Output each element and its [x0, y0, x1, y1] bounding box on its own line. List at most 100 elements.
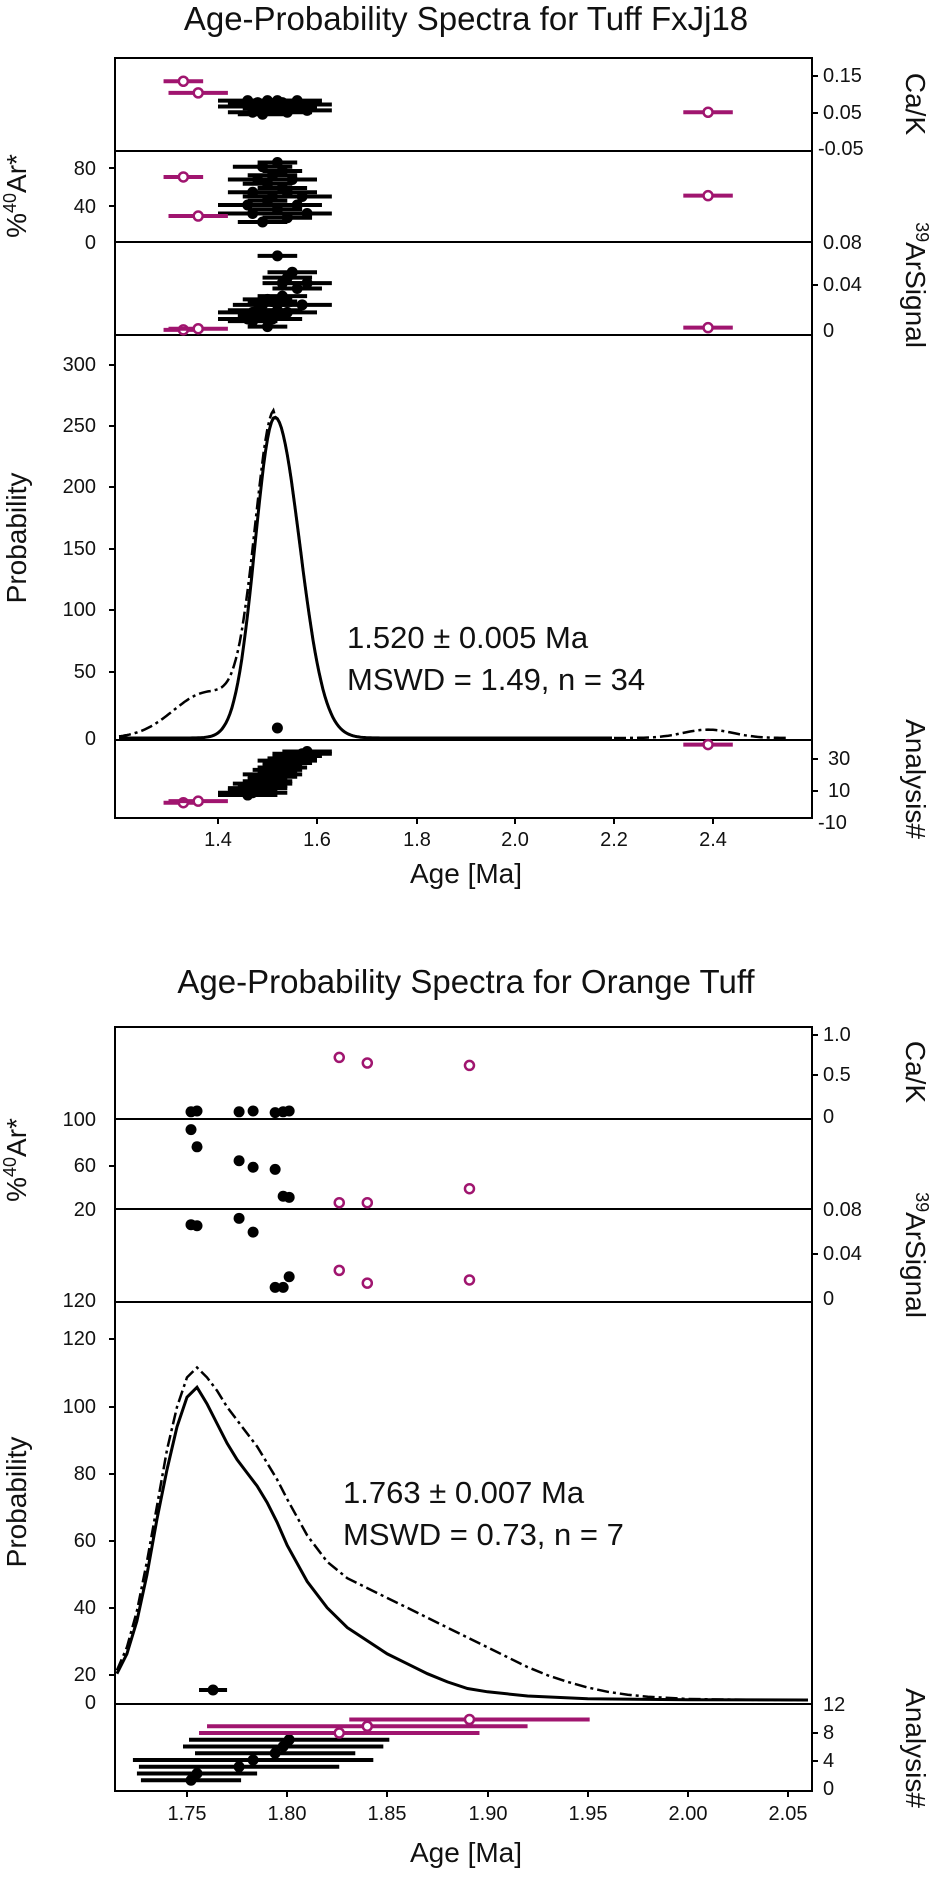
- cak-point: [301, 104, 313, 116]
- result-age: 1.763 ± 0.007 Ma: [343, 1475, 585, 1510]
- tick-label: 50: [74, 661, 96, 683]
- ar40-point: [185, 1124, 197, 1136]
- probability-curve-included: [119, 415, 612, 740]
- x-tick-label: 1.95: [569, 1803, 608, 1825]
- tick-label: 0.08: [823, 232, 862, 254]
- cak-point-excluded-open: [177, 75, 190, 87]
- x-tick-label: 1.8: [403, 829, 431, 851]
- x-tick-label: 1.90: [469, 1803, 508, 1825]
- ar39-point: [277, 1281, 289, 1293]
- x-tick-label: 1.80: [268, 1803, 307, 1825]
- ar39-axis-label: 39ArSignal: [900, 222, 932, 348]
- ar39-point: [269, 1281, 281, 1293]
- x-tick-label: 2.0: [501, 829, 529, 851]
- tick-label: 0.04: [823, 274, 862, 296]
- analysis-point: [247, 1754, 259, 1766]
- cak-point-excluded-open: [333, 1051, 346, 1064]
- ar40-point-excluded-open: [702, 189, 714, 202]
- tick-label: 0: [85, 1692, 96, 1714]
- cak-point: [269, 1107, 281, 1119]
- ar39-point: [283, 1271, 295, 1283]
- x-tick-label: 2.00: [669, 1803, 708, 1825]
- analysis-axis-label: Analysis#: [900, 719, 931, 839]
- analysis-point: [283, 1734, 295, 1746]
- chart-orange-tuff: Age-Probability Spectra for Orange Tuff …: [0, 963, 932, 1868]
- tick-label: 0: [85, 728, 96, 750]
- ar39-point: [247, 1226, 259, 1238]
- probability-curve-included: [115, 1384, 809, 1702]
- cak-axis-label: Ca/K: [900, 73, 931, 136]
- analysis-point: [233, 1761, 245, 1773]
- weighted-mean-marker: [207, 1684, 219, 1696]
- tick-label: 0: [85, 232, 96, 254]
- probability-axis-label: Probability: [1, 473, 32, 604]
- ar39-axis-label: 39ArSignal: [900, 1192, 932, 1318]
- cak-point-excluded-open: [361, 1057, 374, 1069]
- ar39-point-excluded-open: [333, 1264, 346, 1277]
- tick-label: 0.08: [823, 1199, 862, 1221]
- analysis-panel-frame: [114, 739, 813, 819]
- result-stats: MSWD = 0.73, n = 7: [343, 1517, 624, 1552]
- ar39-point: [301, 277, 313, 289]
- ar40-point-excluded-open: [361, 1196, 374, 1209]
- analysis-panel-frame: [114, 1703, 813, 1792]
- analysis-point-excluded-open: [333, 1727, 346, 1739]
- x-tick-label: 1.4: [204, 829, 232, 851]
- cak-point: [191, 1105, 203, 1117]
- tick-label: 0.05: [823, 102, 862, 124]
- tick-label: 300: [63, 354, 96, 376]
- ar40-point-excluded-open: [177, 171, 190, 183]
- chart-title: Age-Probability Spectra for Tuff FxJj18: [184, 0, 748, 37]
- ar40-point: [301, 208, 313, 219]
- ar40-panel-frame: [114, 1118, 813, 1210]
- probability-ticks: 120 120 100 80 60 40 20 0: [63, 1290, 115, 1714]
- tick-label: 0: [823, 1106, 834, 1128]
- ar40-point: [276, 165, 288, 177]
- analysis-ticks: 12 8 4 0: [812, 1694, 845, 1800]
- ar40-axis-label: %40Ar*: [0, 154, 32, 238]
- weighted-mean-marker: [271, 722, 283, 734]
- cak-ticks: 1.0 0.5 0: [812, 1024, 851, 1128]
- tick-label: 0.5: [823, 1064, 851, 1086]
- ar39-point-excluded-open: [463, 1274, 476, 1286]
- ar39-point: [233, 1212, 245, 1224]
- ar40-ticks: 100 60 20: [63, 1109, 115, 1221]
- tick-label: 120: [63, 1328, 96, 1350]
- analysis-point-excluded-open: [702, 738, 714, 751]
- ar40-point: [286, 174, 298, 185]
- x-axis-label: Age [Ma]: [410, 1837, 522, 1868]
- x-tick-label: 2.05: [769, 1803, 808, 1825]
- probability-curve-all: [115, 1365, 809, 1702]
- tick-label: 250: [63, 415, 96, 437]
- ar39-ticks: 0.08 0.04 0: [812, 232, 862, 342]
- tick-label: 40: [74, 196, 96, 218]
- tick-label: 120: [63, 1290, 96, 1312]
- cak-axis-label: Ca/K: [900, 1041, 931, 1104]
- tick-label: 100: [63, 599, 96, 621]
- cak-panel-frame: [114, 1026, 813, 1120]
- x-tick-label: 1.75: [168, 1803, 207, 1825]
- result-age: 1.520 ± 0.005 Ma: [347, 620, 589, 655]
- chart-title: Age-Probability Spectra for Orange Tuff: [177, 963, 755, 1000]
- ar39-point: [286, 266, 298, 278]
- analysis-axis-label: Analysis#: [900, 1688, 931, 1808]
- analysis-point: [269, 1747, 281, 1759]
- tick-label: 8: [823, 1722, 834, 1744]
- ar40-point-excluded-open: [192, 210, 204, 222]
- tick-label: 60: [74, 1155, 96, 1177]
- tick-label: 0: [823, 320, 834, 342]
- tick-label: 0.15: [823, 65, 862, 87]
- tick-label: 150: [63, 538, 96, 560]
- analysis-point: [191, 1768, 203, 1779]
- analysis-point-excluded-open: [361, 1720, 374, 1732]
- ar40-point: [269, 1163, 281, 1175]
- ar39-point: [291, 283, 303, 294]
- ar40-point: [296, 191, 308, 202]
- ar40-point: [191, 1141, 203, 1153]
- ar39-point-excluded-open: [361, 1277, 374, 1289]
- analysis-ticks: 30 10 -10: [812, 748, 850, 834]
- ar39-point: [276, 290, 288, 302]
- cak-ticks: 0.15 0.05 -0.05: [812, 65, 864, 160]
- ar40-ticks: 80 40 0: [74, 158, 115, 254]
- ar39-point: [281, 306, 293, 318]
